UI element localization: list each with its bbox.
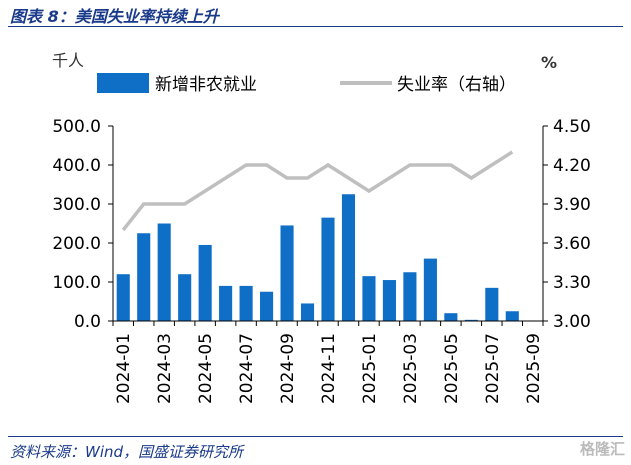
bar-2024-10 (300, 303, 315, 321)
x-tick-label: 2024-01 (114, 333, 134, 404)
left-tick-label: 200.0 (52, 234, 101, 254)
bar-2024-03 (157, 223, 171, 321)
bar-2025-03 (403, 272, 417, 321)
left-tick-label: 0.0 (74, 312, 101, 332)
source-note: 资料来源：Wind，国盛证券研究所 (10, 443, 244, 461)
left-axis-unit: 千人 (52, 51, 84, 70)
bar-2024-06 (219, 285, 233, 321)
right-tick-label: 3.60 (553, 234, 591, 254)
bar-2024-09 (280, 225, 294, 321)
unemployment-rate-line (121, 150, 514, 232)
x-tick-label: 2024-09 (278, 333, 298, 404)
bar-2024-08 (260, 291, 274, 321)
bar-2025-08 (505, 311, 519, 321)
bar-2025-05 (444, 313, 458, 321)
bar-2025-01 (362, 276, 376, 321)
left-tick-label: 300.0 (52, 195, 101, 215)
x-tick-label: 2025-01 (360, 333, 380, 404)
right-tick-label: 3.00 (553, 312, 591, 332)
watermark: 格隆汇 (579, 440, 625, 458)
right-axis-unit: % (541, 53, 557, 72)
legend-swatch-bar (97, 73, 149, 93)
bar-2024-04 (178, 274, 192, 321)
bar-2024-01 (116, 274, 130, 321)
x-tick-label: 2024-07 (237, 333, 257, 404)
bar-2024-07 (239, 285, 253, 321)
bar-2025-02 (382, 280, 396, 321)
bar-2024-11 (321, 217, 335, 321)
x-tick-label: 2025-09 (524, 333, 544, 404)
right-tick-label: 3.90 (553, 195, 591, 215)
figure-title: 图表 8：美国失业率持续上升 (10, 7, 219, 26)
legend-label-bar: 新增非农就业 (155, 75, 257, 95)
bar-2025-07 (485, 287, 499, 321)
right-tick-label: 3.30 (553, 273, 591, 293)
legend-label-line: 失业率（右轴） (397, 75, 516, 95)
bar-2024-02 (137, 233, 151, 321)
bar-2025-06 (464, 319, 478, 321)
bar-2024-05 (198, 244, 212, 321)
right-tick-label: 4.50 (553, 117, 591, 137)
x-tick-label: 2025-03 (401, 333, 421, 404)
left-tick-label: 500.0 (52, 117, 101, 137)
bar-2025-04 (423, 258, 437, 321)
title-rule (8, 26, 623, 27)
x-tick-label: 2024-11 (319, 333, 339, 404)
left-tick-label: 400.0 (52, 156, 101, 176)
x-tick-label: 2024-05 (196, 333, 216, 404)
x-tick-label: 2024-03 (155, 333, 175, 404)
bar-2024-12 (341, 194, 356, 321)
x-tick-label: 2025-05 (442, 333, 462, 404)
x-tick-label: 2025-07 (483, 333, 503, 404)
footer-rule (8, 436, 623, 437)
right-tick-label: 4.20 (553, 156, 591, 176)
left-tick-label: 100.0 (52, 273, 101, 293)
